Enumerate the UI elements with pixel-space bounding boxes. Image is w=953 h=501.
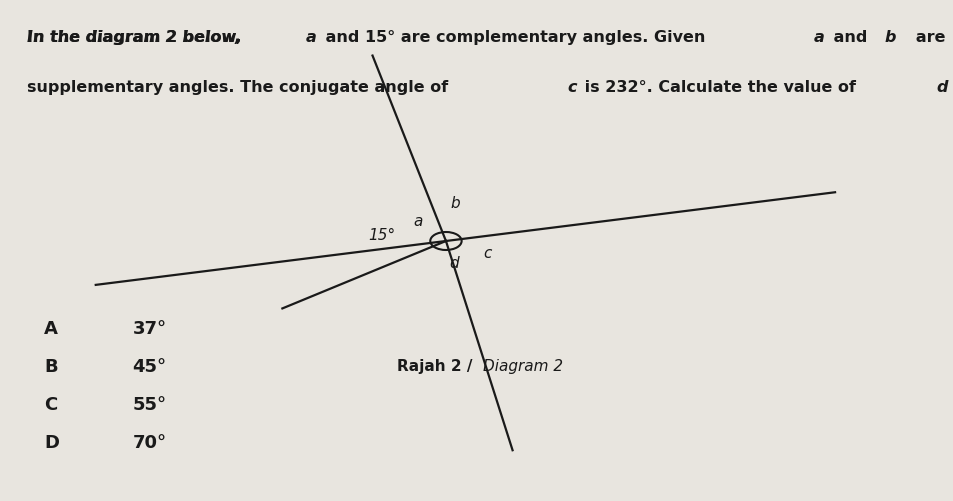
Text: b: b (451, 195, 460, 210)
Text: are: are (898, 30, 944, 45)
Text: a: a (306, 30, 316, 45)
Text: d: d (936, 80, 947, 95)
Text: .: . (950, 80, 953, 95)
Text: Rajah 2 /: Rajah 2 / (396, 359, 477, 374)
Text: A: A (44, 320, 58, 338)
Text: 45°: 45° (132, 358, 166, 376)
Text: In the diagram 2 below,: In the diagram 2 below, (28, 30, 247, 45)
Text: and: and (827, 30, 872, 45)
Text: c: c (567, 80, 577, 95)
Text: Diagram 2: Diagram 2 (482, 359, 562, 374)
Text: is 232°. Calculate the value of: is 232°. Calculate the value of (578, 80, 861, 95)
Text: B: B (44, 358, 58, 376)
Text: 70°: 70° (132, 434, 166, 452)
Text: a: a (414, 213, 423, 228)
Text: supplementary angles. The conjugate angle of: supplementary angles. The conjugate angl… (28, 80, 454, 95)
Text: d: d (449, 256, 458, 271)
Text: c: c (482, 246, 491, 262)
Text: b: b (883, 30, 895, 45)
Text: a: a (813, 30, 824, 45)
Text: 37°: 37° (132, 320, 166, 338)
Text: and 15° are complementary angles. Given: and 15° are complementary angles. Given (319, 30, 710, 45)
Text: In the diagram 2 below,: In the diagram 2 below, (28, 30, 248, 45)
Text: C: C (44, 396, 57, 414)
Text: 15°: 15° (368, 227, 395, 242)
Text: D: D (44, 434, 59, 452)
Text: 55°: 55° (132, 396, 166, 414)
